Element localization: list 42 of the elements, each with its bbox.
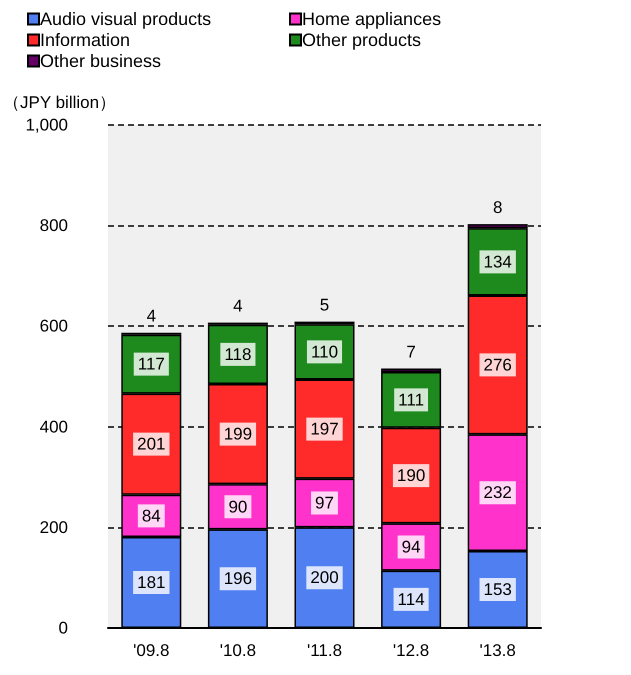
data-label: 84 xyxy=(142,506,161,526)
legend-label: Other products xyxy=(302,30,422,50)
data-label: 153 xyxy=(484,580,512,600)
data-label: 4 xyxy=(233,296,243,316)
data-label: 134 xyxy=(484,252,512,272)
x-tick-label: '12.8 xyxy=(392,641,430,660)
data-label: 201 xyxy=(137,434,166,454)
x-tick-label: '13.8 xyxy=(480,641,516,660)
y-axis-title: （JPY billion） xyxy=(3,93,116,112)
legend-label: Home appliances xyxy=(302,9,442,29)
y-tick-label: 600 xyxy=(40,316,68,336)
x-tick-label: '09.8 xyxy=(133,641,170,660)
data-label: 200 xyxy=(310,568,339,588)
x-tick-label: '11.8 xyxy=(306,641,342,660)
data-label: 114 xyxy=(398,590,425,609)
legend-label: Other business xyxy=(40,51,162,71)
data-label: 190 xyxy=(396,466,426,486)
data-label: 232 xyxy=(484,483,512,502)
data-label: 94 xyxy=(402,538,421,557)
y-tick-label: 0 xyxy=(58,618,68,638)
data-label: 90 xyxy=(228,497,248,516)
x-tick-label: '10.8 xyxy=(220,641,256,660)
data-label: 7 xyxy=(406,342,416,362)
data-label: 5 xyxy=(320,296,330,315)
data-label: 110 xyxy=(310,342,338,362)
data-label: 118 xyxy=(224,344,252,364)
y-tick-label: 1,000 xyxy=(25,116,68,134)
y-tick-label: 400 xyxy=(40,417,68,436)
data-label: 276 xyxy=(484,355,512,374)
data-label: 111 xyxy=(398,390,424,410)
data-label: 117 xyxy=(138,354,165,374)
data-label: 197 xyxy=(310,420,339,439)
y-tick-label: 800 xyxy=(40,216,68,236)
data-label: 199 xyxy=(224,424,252,444)
data-label: 97 xyxy=(315,494,334,513)
data-label: 196 xyxy=(224,569,252,588)
data-label: 4 xyxy=(146,306,156,326)
data-label: 181 xyxy=(137,572,166,592)
legend-label: Information xyxy=(40,30,130,50)
y-tick-label: 200 xyxy=(40,518,68,537)
legend-label: Audio visual products xyxy=(40,9,212,29)
data-label: 8 xyxy=(492,198,502,218)
